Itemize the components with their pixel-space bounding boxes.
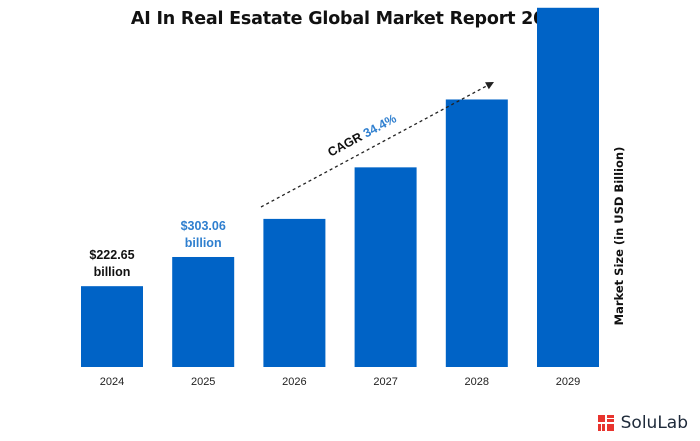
cagr-value: 34.4% bbox=[361, 111, 399, 140]
brand: SoluLab bbox=[595, 413, 688, 433]
bar-2025 bbox=[172, 256, 235, 367]
cagr-label: CAGR bbox=[325, 128, 367, 159]
bar-2024 bbox=[81, 286, 143, 367]
cagr-arrowhead-icon bbox=[485, 82, 494, 90]
y-axis-label: Market Size (in USD Billion) bbox=[612, 146, 626, 326]
data-label: billion bbox=[185, 236, 222, 250]
x-tick-label: 2026 bbox=[282, 376, 306, 388]
cagr-arrow-line bbox=[260, 84, 489, 208]
x-tick-label: 2027 bbox=[373, 376, 397, 388]
x-tick-label: 2029 bbox=[556, 376, 580, 388]
x-tick-label: 2028 bbox=[465, 376, 489, 388]
data-label: $303.06 bbox=[181, 219, 226, 233]
bar-2029 bbox=[537, 7, 599, 367]
data-label: billion bbox=[94, 265, 131, 279]
data-label: $989.59 billion bbox=[525, 0, 610, 1]
bar-2026 bbox=[263, 218, 326, 367]
bar-2028 bbox=[445, 99, 508, 368]
data-label: $222.65 bbox=[89, 248, 134, 262]
chart-title: AI In Real Esatate Global Market Report … bbox=[130, 9, 570, 29]
solulab-logo-icon bbox=[595, 413, 616, 433]
brand-name: SoluLab bbox=[620, 413, 688, 433]
x-tick-label: 2025 bbox=[191, 376, 215, 388]
x-tick-label: 2024 bbox=[100, 376, 124, 388]
bar-2027 bbox=[354, 167, 417, 367]
